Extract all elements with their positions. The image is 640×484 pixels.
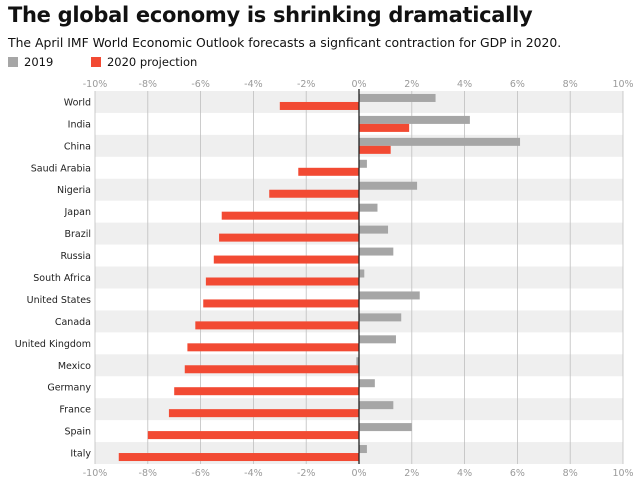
category-label: Nigeria: [57, 185, 91, 196]
category-label: Russia: [60, 251, 91, 262]
x-tick-label-top: -10%: [83, 79, 108, 90]
bar-2020-china: [359, 145, 391, 154]
legend-swatch-2019: [8, 57, 18, 67]
bar-2019-france: [359, 401, 394, 410]
bar-2020-canada: [195, 321, 359, 330]
category-label: United States: [27, 295, 91, 306]
category-label: Germany: [47, 383, 91, 394]
bar-2019-china: [359, 137, 521, 146]
category-label: Brazil: [64, 229, 91, 240]
x-tick-label-top: 4%: [457, 79, 472, 90]
category-label: Spain: [64, 427, 91, 438]
chart-title: The global economy is shrinking dramatic…: [8, 3, 533, 27]
bar-2019-brazil: [359, 225, 389, 234]
bar-2019-spain: [359, 423, 412, 432]
bar-2020-united-states: [203, 299, 359, 308]
category-label: Canada: [55, 317, 91, 328]
bar-2020-spain: [147, 431, 359, 440]
x-tick-label-bottom: -6%: [191, 468, 210, 479]
chart-subtitle: The April IMF World Economic Outlook for…: [8, 35, 562, 50]
bar-2020-japan: [221, 211, 359, 220]
x-tick-label-bottom: 2%: [404, 468, 419, 479]
bar-2019-italy: [359, 445, 367, 454]
category-label: World: [64, 97, 91, 108]
bar-2020-brazil: [219, 233, 359, 242]
x-tick-label-top: 10%: [612, 79, 633, 90]
category-label: United Kingdom: [15, 339, 91, 350]
legend-swatch-2020: [90, 57, 101, 67]
x-tick-label-top: 8%: [563, 79, 578, 90]
legend-label-2019: 2019: [24, 55, 54, 69]
bar-2019-germany: [359, 379, 375, 388]
category-label: France: [59, 405, 91, 416]
x-tick-label-top: -8%: [139, 79, 158, 90]
legend-item-2020: 2020 projection: [90, 55, 198, 69]
bar-2020-russia: [213, 255, 359, 264]
bar-2020-france: [168, 409, 359, 418]
x-tick-label-top: -4%: [244, 79, 263, 90]
bar-2020-mexico: [184, 365, 359, 374]
bar-2019-canada: [359, 313, 402, 322]
x-tick-label-bottom: 4%: [457, 468, 472, 479]
category-label: South Africa: [33, 273, 91, 284]
bar-2019-india: [359, 115, 470, 124]
legend-item-2019: 2019: [8, 55, 53, 69]
legend-label-2020: 2020 projection: [106, 55, 198, 69]
x-tick-label-bottom: 6%: [510, 468, 525, 479]
x-tick-label-top: 0%: [351, 79, 366, 90]
bar-2020-saudi-arabia: [298, 167, 359, 176]
bar-2019-saudi-arabia: [359, 159, 367, 168]
bar-2020-world: [279, 101, 359, 110]
category-label: Japan: [64, 207, 92, 218]
category-label: Italy: [70, 449, 91, 460]
bar-2020-south-africa: [205, 277, 359, 286]
bar-2020-italy: [118, 453, 359, 462]
bar-2019-mexico: [356, 357, 359, 366]
bar-2020-nigeria: [269, 189, 359, 198]
x-tick-label-bottom: -8%: [139, 468, 158, 479]
x-tick-label-top: -6%: [191, 79, 210, 90]
x-tick-label-bottom: 0%: [351, 468, 366, 479]
category-label: India: [68, 119, 91, 130]
category-label: China: [64, 141, 91, 152]
bar-2020-germany: [174, 387, 359, 396]
category-label: Mexico: [58, 361, 91, 372]
bar-2019-nigeria: [359, 181, 418, 190]
category-label: Saudi Arabia: [31, 163, 91, 174]
bar-2019-world: [359, 93, 436, 102]
chart-legend: 2019 2020 projection: [8, 55, 231, 70]
bar-2019-south-africa: [359, 269, 365, 278]
x-tick-label-bottom: -2%: [297, 468, 316, 479]
bar-2019-united-states: [359, 291, 420, 300]
x-tick-label-top: 6%: [510, 79, 525, 90]
x-tick-label-bottom: -10%: [83, 468, 108, 479]
bar-2019-united-kingdom: [359, 335, 396, 344]
bar-2020-india: [359, 123, 410, 132]
bar-2019-russia: [359, 247, 394, 256]
bar-2019-japan: [359, 203, 378, 212]
bar-2020-united-kingdom: [187, 343, 359, 352]
x-tick-label-bottom: 10%: [612, 468, 633, 479]
x-tick-label-top: 2%: [404, 79, 419, 90]
x-tick-label-top: -2%: [297, 79, 316, 90]
x-tick-label-bottom: 8%: [563, 468, 578, 479]
x-tick-label-bottom: -4%: [244, 468, 263, 479]
